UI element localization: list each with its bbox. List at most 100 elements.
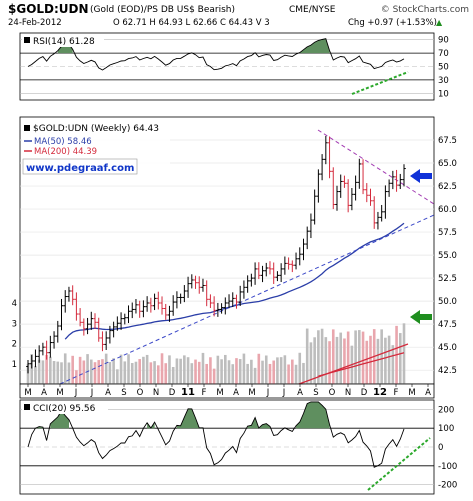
volume-bar [205,363,208,384]
month-label: D [361,388,368,398]
volume-bar [250,359,253,384]
rsi-trendline [351,71,409,95]
price-tick-label: 57.5 [438,228,457,238]
chart-description: (Gold (EOD)/PS DB US$ Bearish) [90,5,235,15]
green-arrow-icon [410,310,432,324]
volume-bar [339,332,343,384]
volume-bar [41,360,45,384]
volume-bar [63,353,67,384]
rsi-overbought-fill [57,38,330,54]
volume-bar [45,354,48,384]
volume-bar [291,359,294,384]
cci-tick-label: 200 [438,405,454,415]
volume-bar [134,361,138,384]
price-tick-label: 50.0 [438,297,457,307]
volume-bar [268,363,272,384]
volume-bar [171,366,175,384]
month-label: M [408,388,415,398]
blue-arrow-icon [410,169,432,183]
volume-bar [67,362,71,384]
ma50-line [64,222,405,340]
volume-bar [328,341,331,384]
volume-bar [335,336,339,384]
volume-bar [391,345,395,384]
volume-bar [261,360,264,384]
volume-bar [127,354,130,384]
volume-bar [354,330,357,384]
volume-bar [246,363,249,384]
watermark-url: www.pdegraaf.com [26,163,134,174]
month-label: O [137,388,144,398]
rsi-tick-label: 50 [438,63,449,73]
volume-bar [376,338,380,384]
volume-bar [197,361,201,384]
rsi-tick-label: 90 [438,36,449,46]
volume-bar [317,330,320,384]
month-label: M [248,388,255,398]
volume-bar [283,355,287,384]
volume-bar [224,354,227,384]
month-label: A [425,388,431,398]
rsi-tick-label: 10 [438,89,449,99]
volume-bar [123,361,127,384]
volume-bar [212,368,216,384]
month-label: S [121,388,126,398]
volume-bar [302,362,305,384]
volume-bar [183,355,186,384]
volume-bar [142,356,145,384]
volume-bar [242,353,246,384]
month-label: M [24,388,31,398]
volume-bar [194,359,197,384]
price-panel: $GOLD:UDN (Weekly) 64.43 MA(50) 58.46 MA… [12,116,457,385]
price-tick-label: 60.0 [438,205,457,215]
month-label: N [345,388,351,398]
price-tick-label: 52.5 [438,274,457,284]
month-label: M [56,388,63,398]
chart-symbol: $GOLD:UDN [8,2,89,16]
volume-bar [305,328,309,384]
volume-bar [309,342,313,384]
volume-bar [209,357,212,384]
volume-bar [175,358,179,384]
price-title: $GOLD:UDN (Weekly) 64.43 [33,124,159,134]
month-label: F [202,388,207,398]
volume-bar [220,359,223,384]
volume-bar [116,369,119,384]
volume-bar [287,364,290,384]
cci-tick-label: -200 [438,481,457,491]
month-label: 11 [181,387,195,398]
chart-date: 24-Feb-2012 [8,18,62,28]
month-label: 12 [373,387,387,398]
cci-tick-label: -100 [438,462,457,472]
volume-tick-label: 1 [12,360,17,370]
volume-bar [320,328,324,384]
cci-line [27,401,405,468]
month-label: A [297,388,303,398]
rsi-tick-label: 30 [438,76,449,86]
volume-bar [179,358,182,384]
month-label: J [266,388,270,398]
volume-bar [52,361,56,384]
volume-bar [82,360,86,384]
volume-bar [86,354,89,384]
price-tick-label: 55.0 [438,251,457,261]
rsi-line [27,38,405,71]
volume-bar [279,357,283,384]
volume-bar [216,355,220,384]
price-tick-label: 67.5 [438,136,457,146]
volume-bar [231,364,235,384]
volume-bar [97,360,101,384]
month-label: A [41,388,47,398]
volume-trendline [298,343,409,385]
volume-bar [387,335,391,384]
volume-bar [190,363,194,384]
copyright: © StockCharts.com [381,5,469,15]
volume-bar [272,360,276,384]
volume-bar [138,359,141,384]
cci-trendline [367,437,431,491]
month-label: S [313,388,318,398]
volume-bar [343,338,346,384]
volume-bar [264,355,268,384]
volume-bar [104,353,108,384]
